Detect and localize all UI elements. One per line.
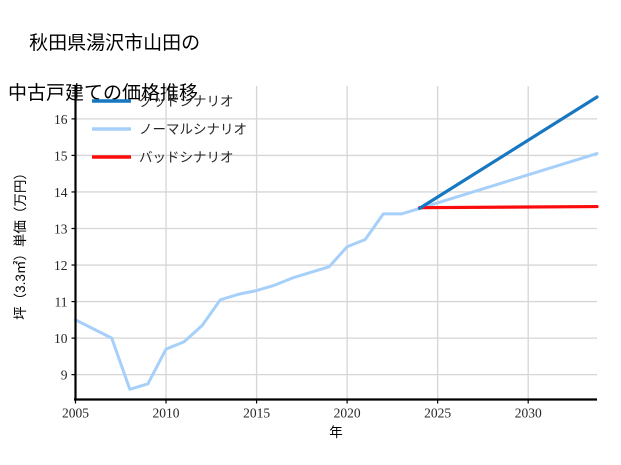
series-line: [417, 204, 599, 210]
series-line: [417, 95, 599, 210]
legend-label-3: バッドシナリオ: [139, 150, 234, 165]
y-tick-label: 13: [54, 222, 68, 237]
y-tick-label: 16: [54, 112, 68, 127]
y-tick-label: 14: [54, 185, 68, 200]
y-tick-label: 11: [55, 295, 68, 310]
x-tick-label: 2020: [334, 406, 361, 421]
gridlines: [75, 86, 597, 400]
page-title: 秋田県湯沢市山田の 中古戸建ての価格推移: [8, 6, 200, 156]
series-line: [74, 152, 599, 391]
x-tick-label: 2015: [243, 406, 270, 421]
y-tick-label: 9: [61, 368, 68, 383]
y-axis-tick-labels: 9 10 11 12 13 14 15 16: [54, 112, 76, 383]
x-tick-label: 2030: [515, 406, 542, 421]
y-tick-label: 10: [54, 331, 68, 346]
data-series-layer: [74, 95, 599, 391]
x-axis-tick-labels: 2005 2010 2015 2020 2025 2030: [62, 399, 542, 421]
y-tick-label: 12: [54, 258, 68, 273]
x-tick-label: 2005: [62, 406, 89, 421]
legend-label-2: ノーマルシナリオ: [139, 122, 247, 137]
y-axis-title: 坪（3.3㎡）単価（万円）: [13, 166, 28, 320]
legend-label-1: グッドシナリオ: [139, 94, 234, 109]
y-tick-label: 15: [54, 148, 68, 163]
axis-lines: [74, 86, 597, 401]
title-line-2: 中古戸建ての価格推移: [8, 83, 199, 104]
x-tick-label: 2010: [153, 406, 180, 421]
x-tick-label: 2025: [424, 406, 451, 421]
title-line-1: 秋田県湯沢市山田の: [29, 33, 201, 54]
x-axis-title: 年: [329, 425, 343, 440]
